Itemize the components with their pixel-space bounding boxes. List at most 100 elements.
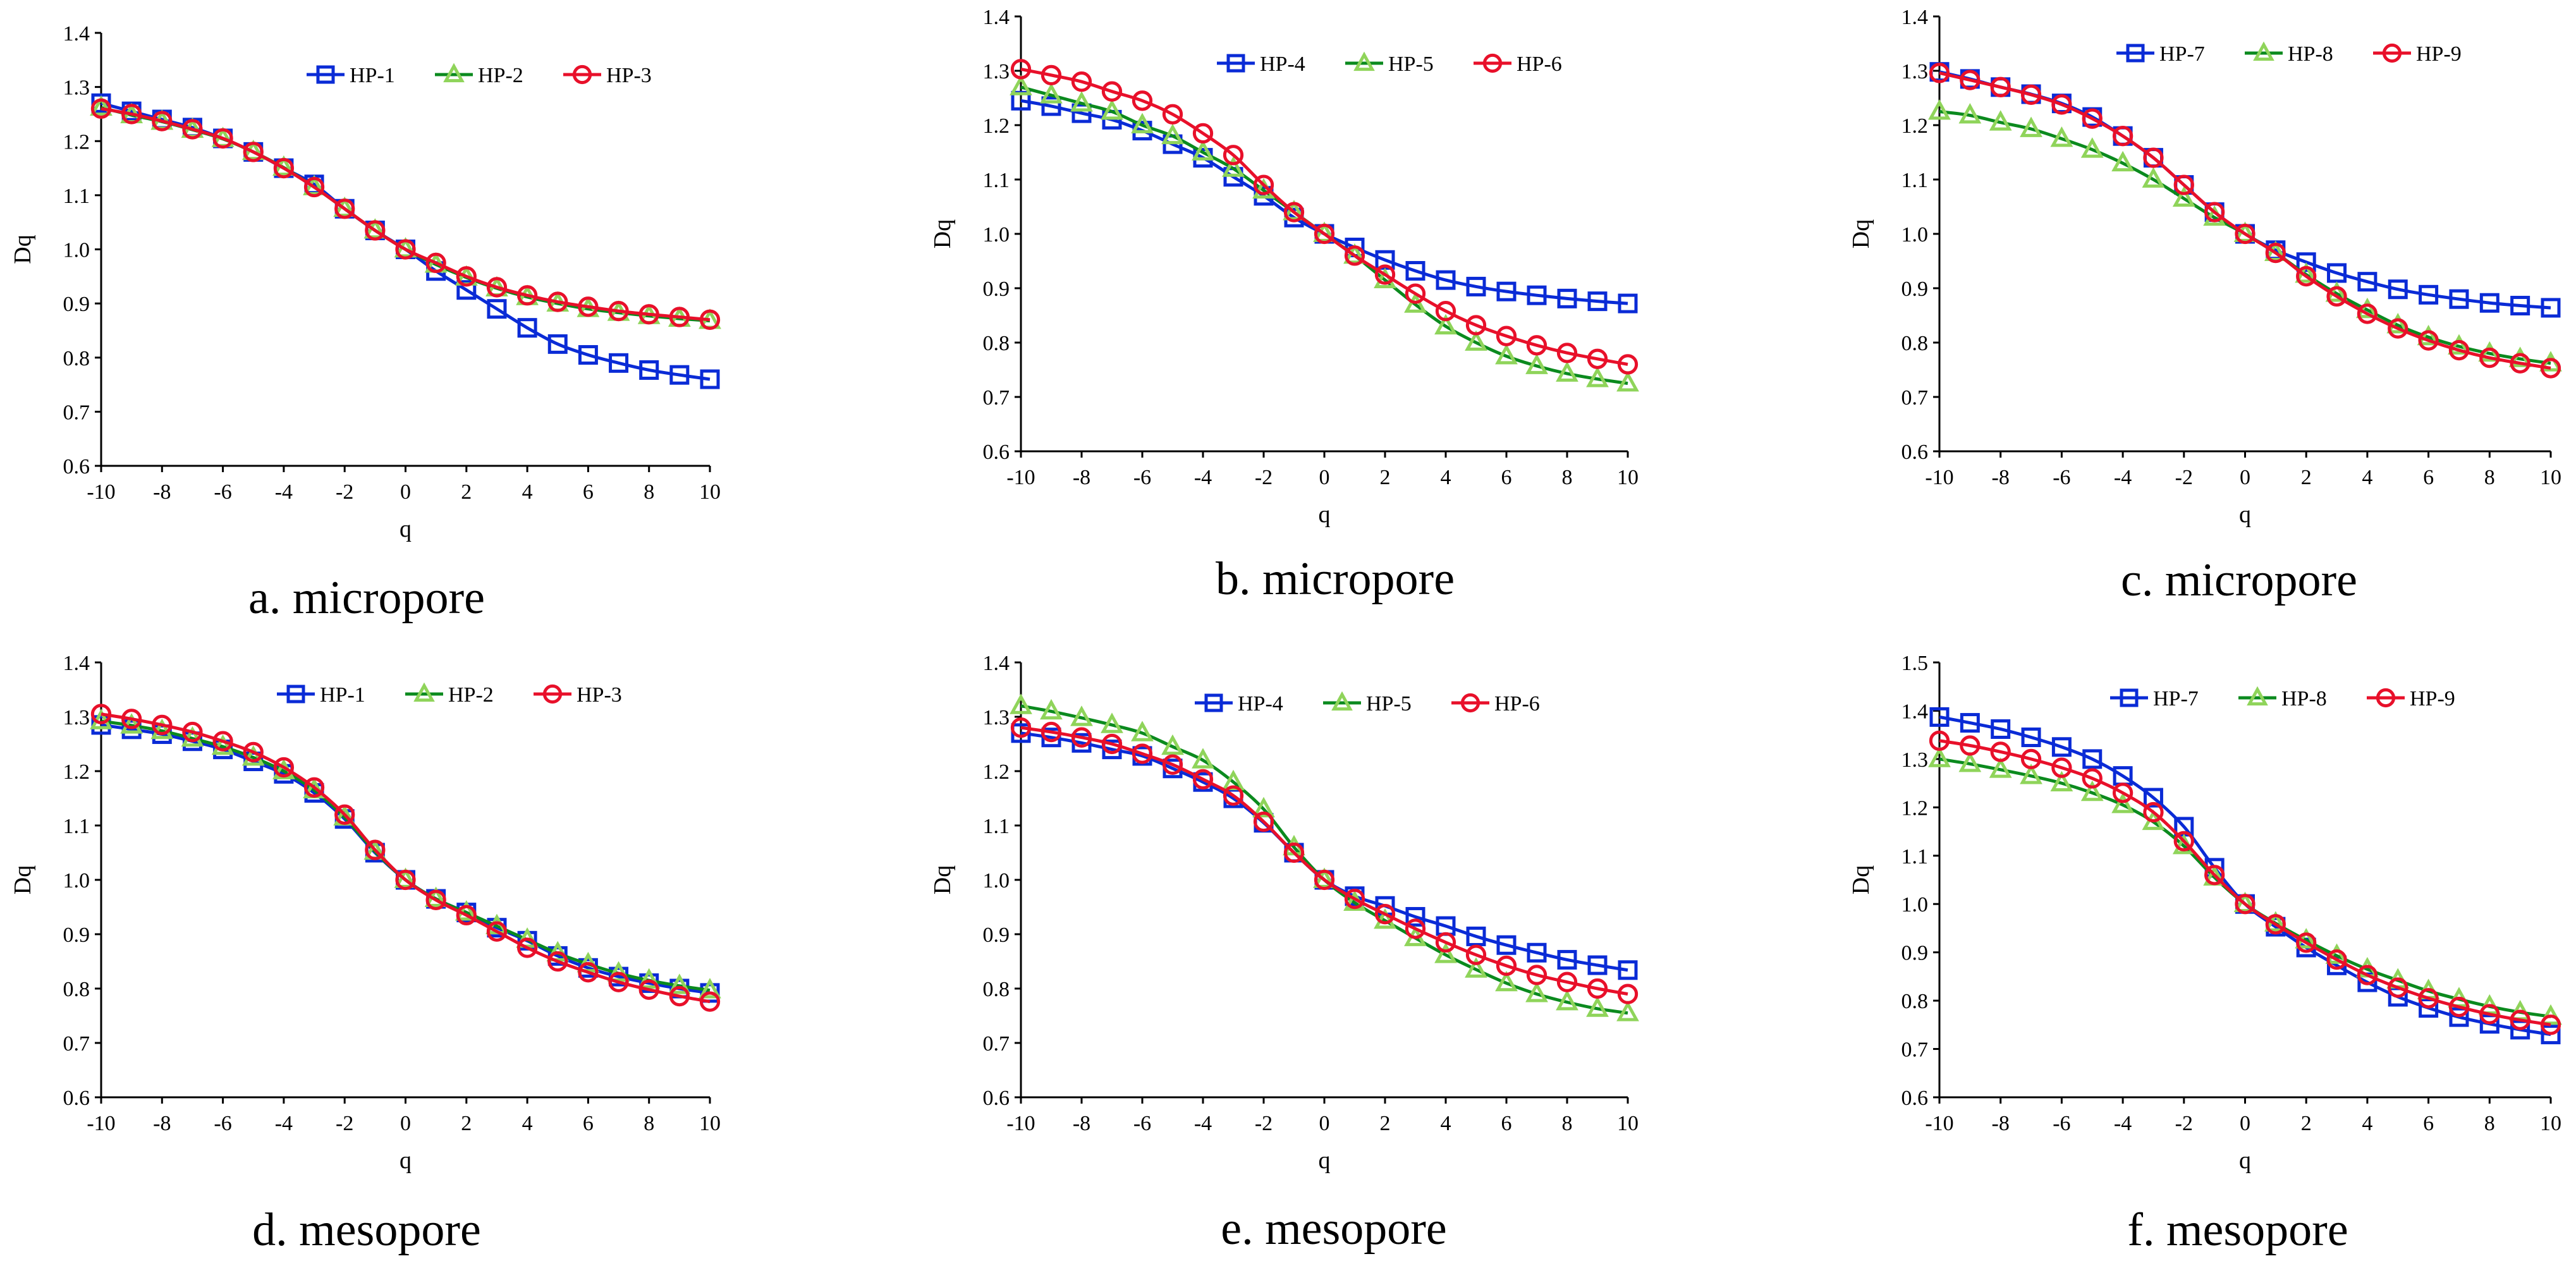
y-tick-label: 0.6	[983, 441, 1010, 464]
x-tick-label: -2	[1255, 1112, 1273, 1135]
data-point-hp-1	[456, 280, 477, 300]
data-point-hp-3	[152, 714, 173, 736]
x-tick-label: 2	[461, 480, 472, 504]
y-tick-label: 0.6	[63, 455, 90, 478]
data-point-hp-3	[578, 962, 599, 983]
x-tick-label: 2	[2301, 1112, 2312, 1135]
series-line-hp-1	[101, 723, 711, 995]
data-point-hp-6	[1556, 972, 1578, 992]
data-point-hp-3	[212, 731, 233, 752]
x-tick-label: -6	[1133, 1112, 1151, 1135]
data-point-hp-2	[150, 718, 174, 740]
series-line-hp-9	[1939, 71, 2551, 370]
data-point-hp-5	[1252, 796, 1275, 818]
data-point-hp-9	[2204, 865, 2225, 886]
data-point-hp-5	[1010, 75, 1032, 95]
y-tick-label: 1.2	[983, 114, 1010, 138]
data-point-hp-9	[2326, 286, 2347, 307]
chart-panel-2: 0.6 0.7 0.8 0.9 1.0 1.1 1.2 1.3 1.4 -10 -8 -6 -4 -2 0 2…	[929, 6, 1639, 605]
y-tick-label: 0.7	[983, 386, 1010, 410]
data-point-hp-6	[1041, 721, 1062, 743]
data-point-hp-3	[303, 176, 325, 198]
data-point-hp-5	[1313, 867, 1336, 888]
y-tick-label: 0.8	[983, 978, 1010, 1001]
data-point-hp-3	[486, 921, 508, 942]
data-point-hp-3	[395, 239, 416, 260]
data-point-hp-7	[2051, 737, 2072, 757]
data-point-hp-8	[2356, 297, 2379, 319]
data-point-hp-3	[303, 777, 325, 798]
data-point-hp-6	[1314, 223, 1335, 245]
y-tick-label: 0.9	[983, 277, 1010, 301]
y-tick-label: 0.9	[1901, 277, 1929, 301]
data-point-hp-6	[1344, 245, 1365, 266]
y-axis-title: Dq	[1848, 219, 1874, 248]
data-point-hp-9	[2235, 894, 2256, 915]
data-point-hp-9	[2143, 147, 2164, 168]
panel-caption: a. micropore	[248, 572, 485, 624]
data-point-hp-9	[2540, 1014, 2561, 1035]
x-axis-title: q	[400, 1147, 412, 1174]
legend-marker-hp-7	[2120, 688, 2139, 707]
x-tick-label: 0	[400, 1112, 411, 1135]
series-line-hp-2	[101, 719, 711, 992]
data-point-hp-3	[365, 839, 386, 860]
data-point-hp-3	[578, 296, 599, 317]
y-tick-label: 1.1	[63, 185, 90, 208]
x-tick-label: 4	[522, 1112, 533, 1135]
data-point-hp-8	[1928, 99, 1951, 120]
x-tick-label: -8	[1073, 466, 1090, 489]
data-point-hp-4	[1436, 270, 1456, 290]
chart-panel-4: 0.6 0.7 0.8 0.9 1.0 1.1 1.2 1.3 1.4 -10 -8 -6 -4 -2 0 2…	[9, 652, 721, 1256]
y-tick-label: 1.0	[1901, 893, 1929, 917]
panel-caption: c. micropore	[2121, 554, 2357, 606]
data-point-hp-5	[1556, 361, 1578, 382]
data-point-hp-3	[669, 307, 690, 327]
data-point-hp-4	[1496, 281, 1517, 302]
data-point-hp-9	[2143, 801, 2164, 823]
data-point-hp-6	[1435, 932, 1456, 953]
data-point-hp-6	[1617, 984, 1639, 1004]
legend-label-hp-7: HP-7	[2153, 687, 2199, 710]
data-point-hp-6	[1496, 326, 1517, 346]
data-point-hp-3	[699, 991, 721, 1012]
y-tick-label: 1.2	[1901, 114, 1929, 138]
x-tick-label: -4	[2114, 1112, 2132, 1135]
data-point-hp-1	[669, 365, 690, 385]
legend-marker-hp-4	[1226, 54, 1245, 73]
data-point-hp-7	[2021, 727, 2041, 747]
data-point-hp-9	[2020, 84, 2042, 105]
y-tick-label: 1.2	[983, 760, 1010, 784]
data-point-hp-5	[1616, 371, 1639, 392]
data-point-hp-6	[1253, 811, 1274, 832]
y-tick-label: 0.6	[63, 1087, 90, 1110]
y-tick-label: 1.2	[1901, 796, 1929, 820]
legend-label-hp-6: HP-6	[1494, 692, 1540, 716]
y-tick-label: 0.8	[983, 332, 1010, 355]
data-point-hp-4	[1618, 960, 1638, 980]
x-tick-label: -4	[275, 480, 293, 504]
data-point-hp-6	[1617, 354, 1639, 375]
series-line-hp-4	[1020, 731, 1628, 972]
data-point-hp-6	[1587, 978, 1608, 999]
data-point-hp-9	[2173, 831, 2194, 851]
data-point-hp-9	[2357, 965, 2378, 985]
y-tick-label: 1.4	[1901, 6, 1929, 29]
x-tick-label: 8	[2484, 1112, 2495, 1135]
legend-label-hp-5: HP-5	[1388, 52, 1434, 76]
y-axis-title: Dq	[9, 865, 36, 894]
y-tick-label: 0.9	[63, 293, 90, 316]
data-point-hp-9	[2296, 265, 2317, 287]
data-point-hp-3	[365, 220, 386, 241]
y-tick-label: 1.5	[1901, 652, 1929, 675]
data-point-hp-8	[2050, 126, 2073, 147]
x-tick-label: -6	[2053, 1112, 2070, 1135]
data-point-hp-4	[1618, 293, 1638, 314]
data-point-hp-7	[2449, 289, 2469, 309]
data-point-hp-5	[1434, 314, 1457, 335]
data-point-hp-7	[1960, 713, 1980, 733]
chart-panel-6: 0.6 0.7 0.8 0.9 1.0 1.1 1.2 1.3 1.4 1.5 -10 -8 -6 -4 -…	[1848, 652, 2562, 1256]
data-point-hp-6	[1314, 869, 1335, 891]
data-point-hp-2	[607, 961, 630, 982]
